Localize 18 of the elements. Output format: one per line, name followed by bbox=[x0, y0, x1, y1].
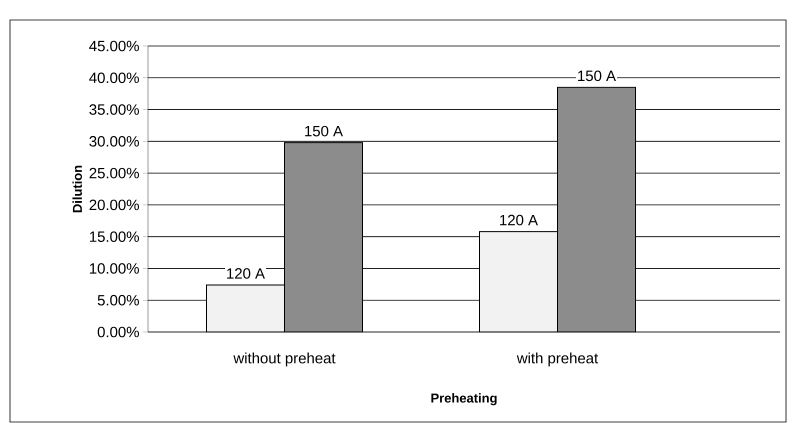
y-tick-label: 15.00% bbox=[90, 231, 139, 242]
y-tick-label: 25.00% bbox=[90, 168, 139, 178]
y-axis-title: Dilution bbox=[72, 166, 82, 212]
y-tick-label: 30.00% bbox=[89, 136, 139, 147]
y-tick-label: 10.00% bbox=[90, 263, 139, 274]
text: 150 A bbox=[578, 70, 616, 82]
text: 120 A bbox=[227, 268, 265, 279]
y-tick-label: 45.00% bbox=[89, 40, 139, 52]
y-tick-label: 35.00% bbox=[89, 104, 139, 115]
x-axis-title: Preheating bbox=[431, 393, 497, 406]
y-tick-label: 20.00% bbox=[90, 200, 139, 210]
x-tick-label: with preheat bbox=[516, 352, 598, 366]
x-tick-label: without preheat bbox=[233, 352, 336, 366]
series-label: 150 A bbox=[305, 126, 343, 136]
series-label: 120 A bbox=[500, 214, 538, 226]
y-tick-label: 40.00% bbox=[89, 72, 139, 84]
y-tick-label: 5.00% bbox=[98, 294, 139, 306]
y-tick-label: 0.00% bbox=[98, 326, 139, 338]
